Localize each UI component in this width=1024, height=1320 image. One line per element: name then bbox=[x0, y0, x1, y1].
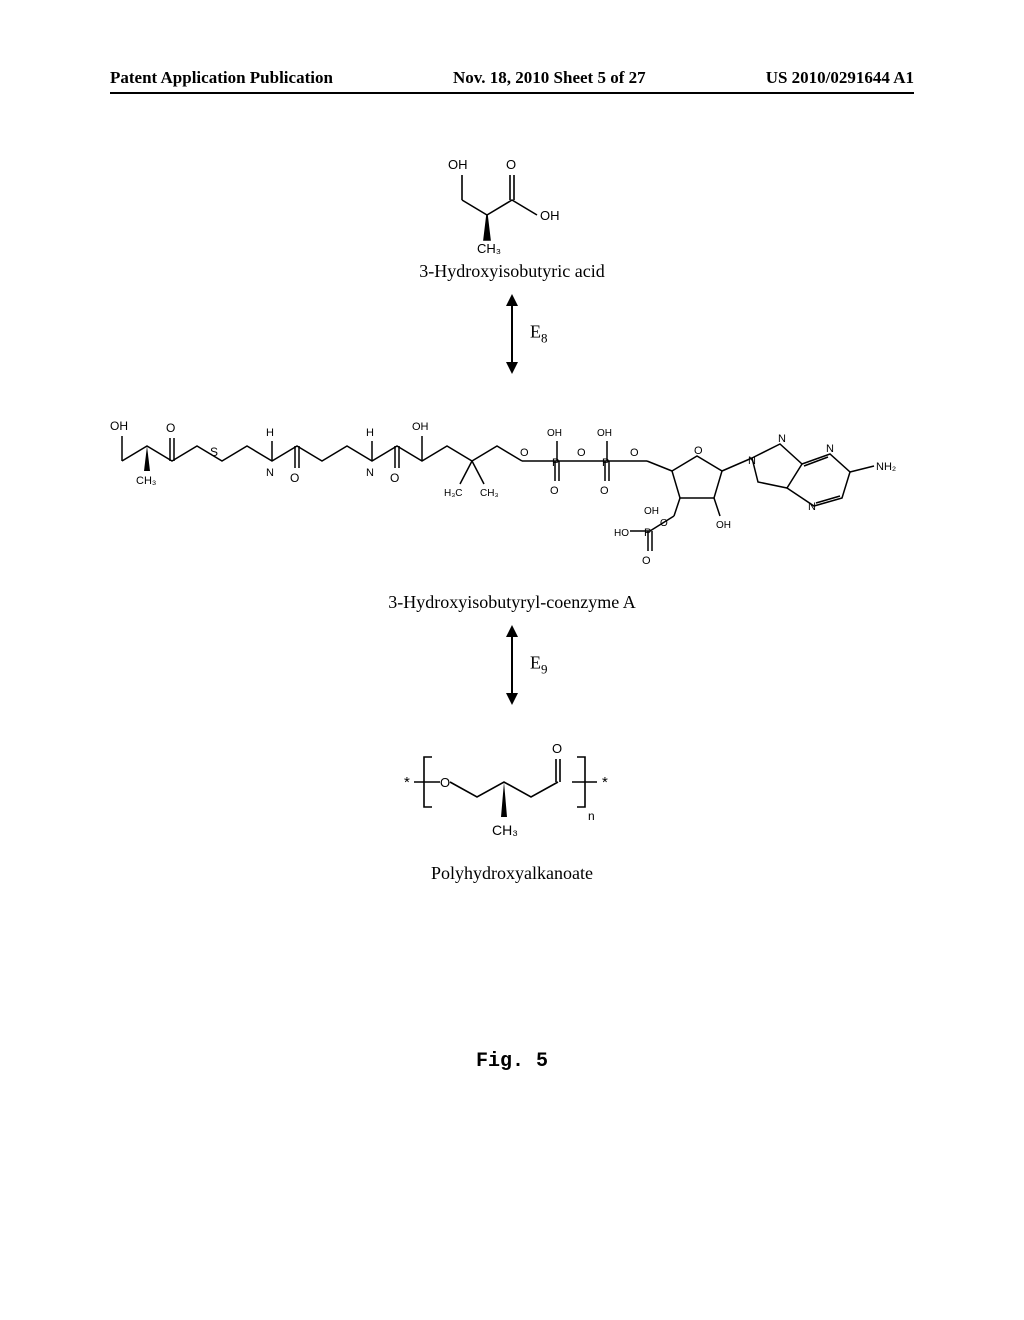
enzyme-label-e8: E8 bbox=[530, 322, 548, 347]
svg-text:OH: OH bbox=[448, 157, 468, 172]
header-sheet-info: Nov. 18, 2010 Sheet 5 of 27 bbox=[453, 68, 646, 88]
svg-text:O: O bbox=[506, 157, 516, 172]
svg-text:O: O bbox=[552, 741, 562, 756]
svg-text:H: H bbox=[366, 427, 374, 439]
compound-2-label: 3-Hydroxyisobutyryl-coenzyme A bbox=[388, 592, 635, 613]
reaction-arrow-e8: E8 bbox=[502, 294, 522, 374]
header-publication-number: US 2010/0291644 A1 bbox=[766, 68, 914, 88]
reaction-arrow-e9: E9 bbox=[502, 625, 522, 705]
bidirectional-arrow-icon bbox=[502, 625, 522, 705]
header-divider bbox=[110, 92, 914, 94]
svg-text:*: * bbox=[602, 774, 608, 791]
svg-text:OH: OH bbox=[540, 208, 560, 223]
svg-text:OH: OH bbox=[110, 419, 128, 433]
structure-3-hydroxyisobutyryl-coa: OH O CH₃ S H N O H N O OH H₃C CH₃ O OH P… bbox=[102, 386, 922, 586]
compound-1-label: 3-Hydroxyisobutyric acid bbox=[419, 261, 604, 282]
bidirectional-arrow-icon bbox=[502, 294, 522, 374]
svg-text:CH₃: CH₃ bbox=[136, 475, 156, 487]
compound-3-label: Polyhydroxyalkanoate bbox=[431, 863, 593, 884]
svg-text:O: O bbox=[600, 485, 609, 497]
enzyme-letter: E bbox=[530, 322, 541, 342]
svg-text:H: H bbox=[266, 427, 274, 439]
enzyme-subscript: 8 bbox=[541, 330, 548, 345]
svg-text:CH₃: CH₃ bbox=[492, 822, 518, 838]
svg-text:P: P bbox=[602, 457, 609, 469]
svg-text:O: O bbox=[440, 775, 450, 790]
compound-3: * O O n * CH₃ Polyhydroxyalkanoate bbox=[392, 717, 632, 884]
structure-3-hydroxyisobutyric-acid: OH O OH CH₃ bbox=[422, 145, 602, 255]
compound-2: OH O CH₃ S H N O H N O OH H₃C CH₃ O OH P… bbox=[102, 386, 922, 613]
svg-text:O: O bbox=[660, 518, 668, 529]
svg-text:OH: OH bbox=[716, 520, 731, 531]
svg-text:OH: OH bbox=[644, 506, 659, 517]
svg-text:N: N bbox=[366, 467, 374, 479]
svg-text:OH: OH bbox=[547, 428, 562, 439]
svg-text:HO: HO bbox=[614, 528, 629, 539]
svg-text:OH: OH bbox=[412, 421, 429, 433]
svg-text:N: N bbox=[778, 433, 786, 445]
svg-text:N: N bbox=[826, 443, 834, 455]
page-header: Patent Application Publication Nov. 18, … bbox=[0, 68, 1024, 88]
svg-text:N: N bbox=[808, 501, 816, 513]
svg-text:O: O bbox=[290, 471, 299, 485]
compound-1: OH O OH CH₃ 3-Hydroxyisobutyric acid bbox=[419, 145, 604, 282]
svg-text:O: O bbox=[166, 421, 175, 435]
svg-text:n: n bbox=[588, 809, 595, 823]
svg-text:O: O bbox=[694, 445, 703, 457]
svg-text:O: O bbox=[390, 471, 399, 485]
header-publication: Patent Application Publication bbox=[110, 68, 333, 88]
enzyme-label-e9: E9 bbox=[530, 653, 548, 678]
svg-text:OH: OH bbox=[597, 428, 612, 439]
enzyme-subscript: 9 bbox=[541, 661, 548, 676]
svg-text:H₃C: H₃C bbox=[444, 488, 463, 499]
figure-caption: Fig. 5 bbox=[0, 1050, 1024, 1073]
svg-text:O: O bbox=[577, 447, 586, 459]
figure-content: OH O OH CH₃ 3-Hydroxyisobutyric acid E8 bbox=[0, 145, 1024, 884]
svg-text:N: N bbox=[748, 455, 756, 467]
svg-text:NH₂: NH₂ bbox=[876, 461, 896, 473]
svg-text:N: N bbox=[266, 467, 274, 479]
svg-text:O: O bbox=[630, 447, 639, 459]
svg-text:P: P bbox=[552, 457, 559, 469]
svg-text:S: S bbox=[210, 445, 218, 459]
svg-text:O: O bbox=[642, 555, 651, 567]
svg-text:*: * bbox=[404, 774, 410, 791]
svg-text:O: O bbox=[520, 447, 529, 459]
enzyme-letter: E bbox=[530, 653, 541, 673]
structure-polyhydroxyalkanoate: * O O n * CH₃ bbox=[392, 717, 632, 857]
svg-text:CH₃: CH₃ bbox=[477, 241, 501, 255]
svg-text:O: O bbox=[550, 485, 559, 497]
svg-text:CH₃: CH₃ bbox=[480, 488, 499, 499]
svg-text:P: P bbox=[644, 527, 651, 539]
